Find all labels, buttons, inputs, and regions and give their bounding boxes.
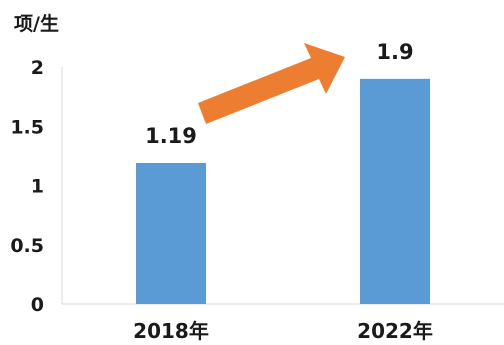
bar — [360, 78, 430, 304]
bar — [136, 162, 206, 304]
y-tick-label: 1.5 — [10, 116, 44, 138]
x-category-label: 2018年 — [133, 319, 209, 343]
x-category-label: 2022年 — [357, 319, 433, 343]
y-tick-label: 1 — [31, 176, 44, 198]
y-tick-label: 2 — [31, 57, 44, 79]
bar-value-label: 1.19 — [145, 124, 197, 148]
increase-arrow-icon — [198, 43, 345, 124]
y-axis-unit-label: 项/生 — [14, 12, 59, 35]
y-tick-label: 0 — [31, 294, 44, 316]
bar-value-label: 1.9 — [376, 40, 413, 64]
y-tick-label: 0.5 — [10, 235, 44, 257]
